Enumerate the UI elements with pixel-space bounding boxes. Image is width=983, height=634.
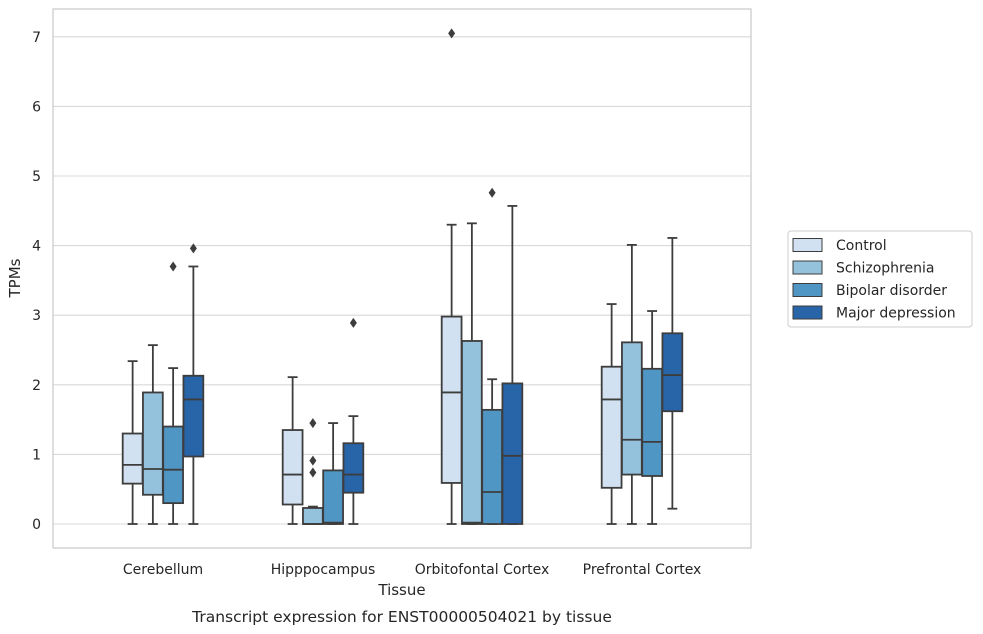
legend-swatch: [792, 305, 823, 320]
x-axis-label: Tissue: [377, 581, 425, 599]
outlier-point: [309, 455, 317, 466]
box-iqr: [621, 341, 643, 476]
box-iqr: [281, 429, 304, 506]
y-tick-label: 0: [32, 517, 41, 533]
box-iqr: [481, 408, 503, 525]
box-major-depression: [501, 205, 524, 525]
outlier-point: [169, 261, 177, 272]
box-iqr: [440, 315, 463, 484]
outlier-point: [189, 243, 197, 254]
plot-frame: [52, 8, 752, 549]
y-tick-label: 5: [32, 169, 41, 185]
box-iqr: [461, 340, 483, 525]
legend-swatch: [792, 238, 823, 252]
box-control: [281, 376, 304, 525]
box-iqr: [142, 391, 164, 496]
chart-caption: Transcript expression for ENST0000050402…: [191, 608, 612, 626]
outlier-point: [448, 28, 456, 39]
y-tick-label: 6: [32, 99, 41, 115]
y-tick-label: 1: [32, 447, 41, 463]
legend-label: Schizophrenia: [836, 261, 934, 277]
box-iqr: [600, 365, 623, 489]
y-tick-label: 3: [32, 308, 41, 324]
box-iqr: [641, 367, 663, 477]
y-axis-ticks: 0 1 2 3 4 5 6 7: [32, 30, 41, 533]
x-tick-label: Prefrontal Cortex: [583, 562, 702, 578]
outlier-point: [309, 467, 317, 478]
box-bipolar-disorder: [322, 422, 344, 525]
box-iqr: [501, 382, 524, 525]
legend-frame: [787, 230, 973, 328]
box-iqr: [342, 442, 365, 494]
y-axis-label: TPMs: [6, 258, 24, 298]
box-schizophrenia: [142, 344, 164, 525]
x-tick-label: Orbitofontal Cortex: [415, 562, 550, 578]
legend-swatch: [792, 260, 823, 275]
y-tick-label: 4: [32, 239, 41, 255]
box-iqr: [661, 332, 684, 413]
y-tick-label: 7: [32, 30, 41, 46]
legend-label: Control: [836, 238, 887, 254]
box-series: [121, 28, 684, 525]
box-schizophrenia: [302, 418, 324, 525]
legend-label: Major depression: [836, 306, 956, 322]
box-iqr: [302, 507, 324, 525]
outlier-point: [309, 418, 317, 429]
box-iqr: [121, 432, 144, 485]
legend-swatch: [792, 283, 823, 297]
legend-label: Bipolar disorder: [836, 283, 947, 299]
box-iqr: [182, 374, 205, 458]
x-axis-ticks: Cerebellum Hipppocampus Orbitofontal Corte…: [123, 562, 701, 578]
box-major-depression: [661, 237, 684, 510]
outlier-point: [488, 187, 496, 198]
outlier-point: [349, 317, 357, 328]
box-bipolar-disorder: [641, 310, 663, 525]
legend: Control Schizophrenia Bipolar disorder Majo…: [787, 230, 973, 328]
box-iqr: [162, 425, 184, 505]
box-control: [121, 360, 144, 525]
box-iqr: [322, 469, 344, 525]
y-tick-label: 2: [32, 378, 41, 394]
box-major-depression: [182, 243, 205, 525]
box-bipolar-disorder: [162, 261, 184, 525]
box-major-depression: [342, 317, 365, 525]
x-tick-label: Hipppocampus: [271, 562, 376, 578]
x-tick-label: Cerebellum: [123, 562, 203, 578]
